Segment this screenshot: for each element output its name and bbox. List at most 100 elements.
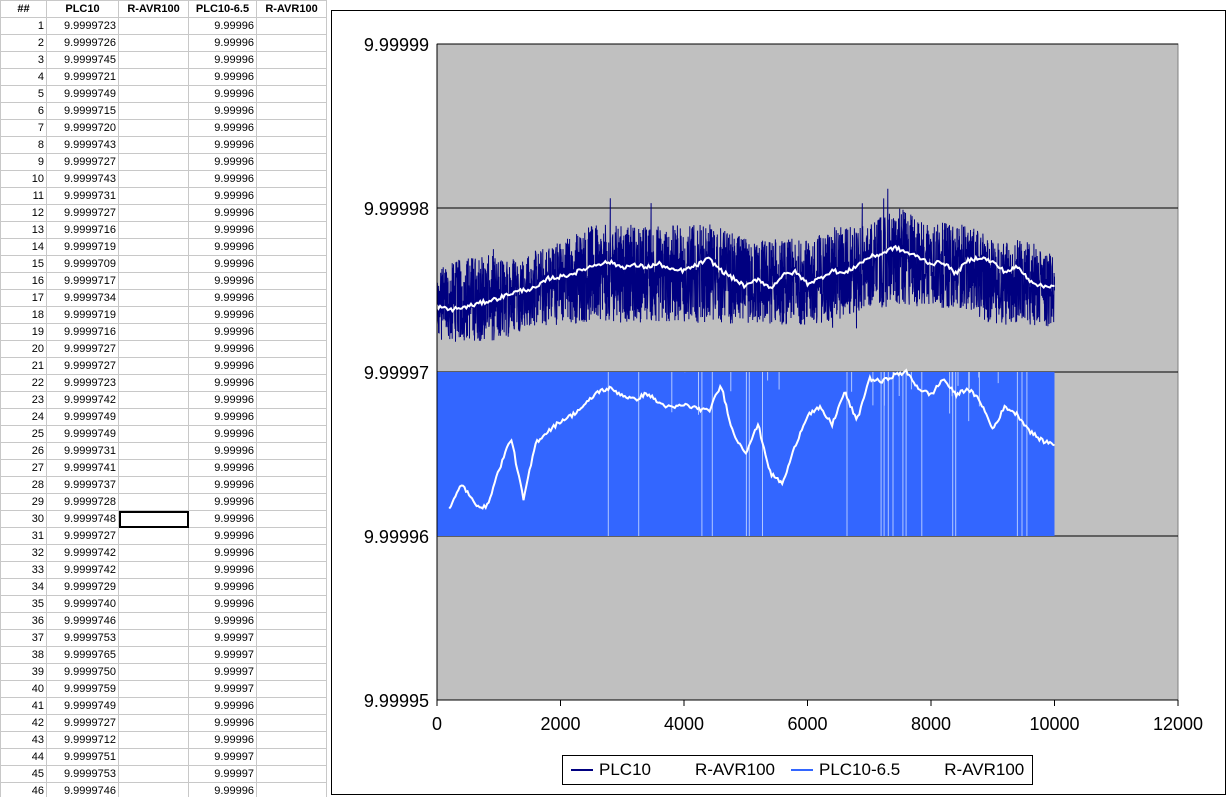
- cell-r-avr100-2[interactable]: [256, 374, 327, 392]
- chart-area[interactable]: 9.99995 9.99996 9.99997 9.99998 9.99999 0 2000…: [331, 10, 1226, 795]
- row-number[interactable]: 42: [0, 714, 47, 732]
- column-header[interactable]: PLC10: [46, 0, 119, 18]
- cell-r-avr100[interactable]: [118, 527, 189, 545]
- cell-plc10[interactable]: 9.9999723: [46, 374, 119, 392]
- cell-r-avr100-2[interactable]: [256, 425, 327, 443]
- cell-plc10-6-5[interactable]: 9.99997: [188, 765, 257, 783]
- cell-r-avr100[interactable]: [118, 102, 189, 120]
- cell-r-avr100-2[interactable]: [256, 544, 327, 562]
- cell-r-avr100-2[interactable]: [256, 187, 327, 205]
- cell-r-avr100[interactable]: [118, 204, 189, 222]
- cell-plc10-6-5[interactable]: 9.99996: [188, 442, 257, 460]
- cell-plc10[interactable]: 9.9999712: [46, 731, 119, 749]
- cell-r-avr100-2[interactable]: [256, 748, 327, 766]
- cell-r-avr100[interactable]: [118, 442, 189, 460]
- cell-r-avr100-2[interactable]: [256, 578, 327, 596]
- cell-r-avr100[interactable]: [118, 272, 189, 290]
- cell-plc10[interactable]: 9.9999726: [46, 34, 119, 52]
- cell-plc10-6-5[interactable]: 9.99996: [188, 153, 257, 171]
- row-number[interactable]: 22: [0, 374, 47, 392]
- cell-plc10[interactable]: 9.9999750: [46, 663, 119, 681]
- cell-r-avr100[interactable]: [118, 765, 189, 783]
- cell-plc10-6-5[interactable]: 9.99996: [188, 102, 257, 120]
- cell-plc10[interactable]: 9.9999727: [46, 714, 119, 732]
- cell-r-avr100[interactable]: [118, 289, 189, 307]
- row-number[interactable]: 15: [0, 255, 47, 273]
- cell-r-avr100-2[interactable]: [256, 408, 327, 426]
- cell-plc10[interactable]: 9.9999748: [46, 510, 119, 528]
- cell-plc10-6-5[interactable]: 9.99996: [188, 204, 257, 222]
- cell-plc10-6-5[interactable]: 9.99996: [188, 187, 257, 205]
- row-number[interactable]: 6: [0, 102, 47, 120]
- cell-r-avr100[interactable]: [118, 170, 189, 188]
- cell-plc10[interactable]: 9.9999717: [46, 272, 119, 290]
- row-number[interactable]: 7: [0, 119, 47, 137]
- cell-r-avr100[interactable]: [118, 68, 189, 86]
- cell-r-avr100-2[interactable]: [256, 153, 327, 171]
- cell-r-avr100-2[interactable]: [256, 476, 327, 494]
- cell-r-avr100[interactable]: [118, 238, 189, 256]
- cell-r-avr100-2[interactable]: [256, 663, 327, 681]
- cell-plc10-6-5[interactable]: 9.99997: [188, 646, 257, 664]
- cell-r-avr100-2[interactable]: [256, 680, 327, 698]
- cell-r-avr100-2[interactable]: [256, 272, 327, 290]
- column-header[interactable]: R-AVR100: [118, 0, 189, 18]
- cell-r-avr100-2[interactable]: [256, 340, 327, 358]
- cell-r-avr100[interactable]: [118, 578, 189, 596]
- row-number[interactable]: 34: [0, 578, 47, 596]
- cell-plc10-6-5[interactable]: 9.99996: [188, 357, 257, 375]
- row-number[interactable]: 11: [0, 187, 47, 205]
- cell-plc10[interactable]: 9.9999716: [46, 323, 119, 341]
- cell-r-avr100-2[interactable]: [256, 119, 327, 137]
- legend-item[interactable]: R-AVR100: [666, 760, 775, 780]
- cell-r-avr100-2[interactable]: [256, 85, 327, 103]
- cell-plc10-6-5[interactable]: 9.99996: [188, 272, 257, 290]
- cell-r-avr100-2[interactable]: [256, 102, 327, 120]
- cell-plc10-6-5[interactable]: 9.99996: [188, 714, 257, 732]
- row-number[interactable]: 24: [0, 408, 47, 426]
- cell-r-avr100-2[interactable]: [256, 714, 327, 732]
- cell-plc10[interactable]: 9.9999727: [46, 357, 119, 375]
- cell-r-avr100-2[interactable]: [256, 731, 327, 749]
- cell-plc10[interactable]: 9.9999728: [46, 493, 119, 511]
- row-number[interactable]: 10: [0, 170, 47, 188]
- cell-r-avr100-2[interactable]: [256, 510, 327, 528]
- cell-plc10-6-5[interactable]: 9.99996: [188, 493, 257, 511]
- cell-r-avr100-2[interactable]: [256, 493, 327, 511]
- cell-plc10[interactable]: 9.9999719: [46, 238, 119, 256]
- cell-plc10-6-5[interactable]: 9.99996: [188, 510, 257, 528]
- row-number[interactable]: 3: [0, 51, 47, 69]
- cell-r-avr100[interactable]: [118, 663, 189, 681]
- cell-plc10[interactable]: 9.9999746: [46, 782, 119, 797]
- cell-r-avr100[interactable]: [118, 408, 189, 426]
- cell-plc10[interactable]: 9.9999743: [46, 136, 119, 154]
- legend-item[interactable]: PLC10-6.5: [790, 760, 900, 780]
- cell-plc10[interactable]: 9.9999721: [46, 68, 119, 86]
- cell-plc10[interactable]: 9.9999729: [46, 578, 119, 596]
- cell-r-avr100-2[interactable]: [256, 442, 327, 460]
- row-number[interactable]: 12: [0, 204, 47, 222]
- cell-r-avr100-2[interactable]: [256, 697, 327, 715]
- cell-r-avr100[interactable]: [118, 255, 189, 273]
- cell-r-avr100[interactable]: [118, 374, 189, 392]
- row-number[interactable]: 28: [0, 476, 47, 494]
- cell-r-avr100[interactable]: [118, 51, 189, 69]
- row-number[interactable]: 14: [0, 238, 47, 256]
- cell-r-avr100[interactable]: [118, 748, 189, 766]
- column-header[interactable]: R-AVR100: [256, 0, 327, 18]
- cell-r-avr100-2[interactable]: [256, 221, 327, 239]
- cell-plc10[interactable]: 9.9999715: [46, 102, 119, 120]
- cell-plc10[interactable]: 9.9999742: [46, 544, 119, 562]
- cell-plc10-6-5[interactable]: 9.99996: [188, 255, 257, 273]
- row-number[interactable]: 21: [0, 357, 47, 375]
- cell-plc10-6-5[interactable]: 9.99996: [188, 612, 257, 630]
- cell-r-avr100[interactable]: [118, 731, 189, 749]
- cell-plc10-6-5[interactable]: 9.99996: [188, 119, 257, 137]
- cell-plc10-6-5[interactable]: 9.99996: [188, 527, 257, 545]
- cell-plc10-6-5[interactable]: 9.99996: [188, 221, 257, 239]
- row-number[interactable]: 30: [0, 510, 47, 528]
- cell-plc10-6-5[interactable]: 9.99997: [188, 663, 257, 681]
- column-header[interactable]: ##: [0, 0, 47, 18]
- cell-r-avr100[interactable]: [118, 119, 189, 137]
- cell-r-avr100[interactable]: [118, 493, 189, 511]
